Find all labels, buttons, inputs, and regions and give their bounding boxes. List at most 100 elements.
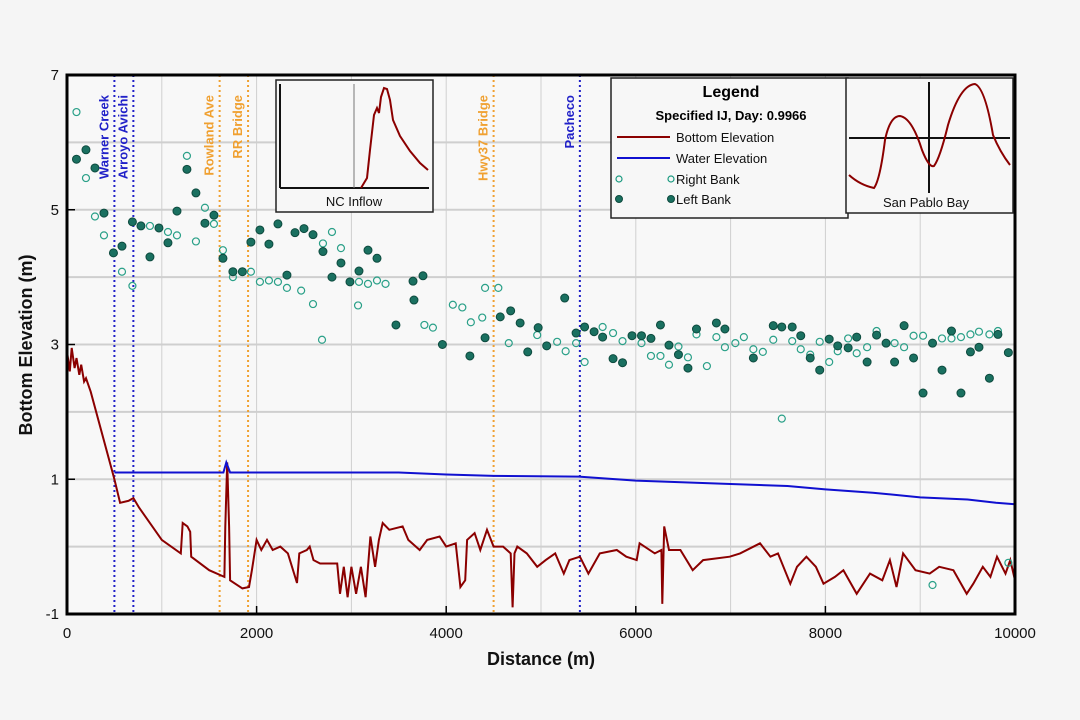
right-bank-point [777, 414, 786, 423]
left-bank-point [182, 164, 192, 174]
left-bank-point [720, 324, 730, 334]
right-bank-point [769, 335, 778, 344]
left-bank-point [108, 248, 118, 258]
right-bank-point [974, 327, 984, 336]
left-bank-point [691, 324, 701, 334]
left-bank-point [290, 228, 300, 238]
legend-subtitle: Specified IJ, Day: 0.9966 [655, 108, 806, 123]
right-bank-point [478, 313, 487, 322]
right-bank-point [327, 227, 337, 237]
left-bank-point [965, 347, 975, 357]
right-bank-point [200, 203, 210, 212]
right-bank-point [448, 300, 457, 309]
left-bank-point [154, 223, 164, 233]
left-bank-point [191, 188, 201, 198]
left-bank-point [533, 323, 543, 333]
x-tick-label: 10000 [994, 625, 1036, 642]
y-tick-label: 7 [51, 67, 59, 84]
right-bank-point [608, 328, 618, 338]
left-bank-point [598, 332, 608, 342]
right-bank-point [749, 345, 758, 354]
right-bank-point [191, 237, 201, 246]
right-bank-point [117, 267, 127, 276]
axis-ticks: 0 2000 4000 6000 8000 10000 -1 1 3 5 7 [46, 67, 1036, 642]
left-bank-point [345, 277, 355, 287]
left-bank-point [787, 322, 797, 332]
right-bank-point [363, 279, 373, 288]
x-axis-label: Distance (m) [487, 649, 595, 669]
right-bank-point [656, 351, 665, 361]
right-bank-point [909, 331, 918, 340]
left-bank-point [506, 306, 516, 316]
left-bank-point [872, 330, 882, 340]
left-bank-point [465, 351, 475, 361]
left-bank-point [984, 373, 994, 383]
left-bank-point [354, 266, 364, 276]
right-bank-point [264, 276, 274, 285]
y-axis-label: Bottom Elevation (m) [16, 254, 36, 435]
water-elevation-line [114, 459, 1016, 506]
right-bank-point [466, 318, 475, 327]
left-bank-point [993, 329, 1003, 339]
left-bank-point [542, 341, 552, 351]
left-bank-point [255, 225, 265, 235]
left-bank-point [282, 270, 292, 280]
right-bank-point [354, 277, 364, 286]
right-bank-point [956, 332, 966, 342]
legend: Legend Specified IJ, Day: 0.9966 Bottom … [610, 77, 849, 219]
left-bank-point [246, 237, 256, 247]
right-bank-point [758, 347, 767, 357]
left-bank-point [81, 145, 91, 155]
legend-left-bank-swatch [615, 195, 623, 203]
right-bank-point [209, 219, 219, 228]
left-bank-point [127, 217, 137, 227]
left-bank-point [1003, 348, 1013, 358]
right-bank-point [674, 342, 683, 351]
left-bank-point [974, 342, 984, 352]
left-bank-point [200, 218, 210, 228]
left-bank-point [409, 295, 419, 305]
right-bank-point [618, 337, 627, 346]
left-bank-point [928, 338, 938, 348]
right-bank-point [90, 212, 100, 221]
left-bank-point [937, 365, 947, 375]
right-bank-point [739, 332, 748, 342]
right-bank-point [182, 151, 192, 160]
nc-inflow-curve [360, 86, 429, 189]
right-bank-point [318, 239, 328, 248]
right-bank-point [928, 580, 937, 590]
left-bank-point [145, 252, 155, 262]
right-bank-point [788, 337, 797, 346]
right-bank-point [308, 299, 318, 309]
y-tick-label: 5 [51, 202, 59, 219]
left-bank-point [824, 334, 834, 344]
nc-inflow-label: NC Inflow [326, 194, 383, 209]
right-bank-point [815, 337, 824, 346]
left-bank-point [117, 241, 127, 251]
left-bank-point [99, 208, 109, 218]
right-bank-point [72, 107, 81, 117]
left-bank-point [890, 357, 900, 367]
left-bank-point [852, 332, 862, 342]
legend-water-label: Water Elevation [676, 151, 767, 166]
marker-label: Warner Creek [96, 94, 111, 179]
left-bank-point [777, 322, 787, 332]
left-bank-point [523, 347, 533, 357]
right-bank-point [937, 334, 947, 343]
right-bank-point [218, 246, 228, 255]
left-bank-point [881, 338, 891, 348]
right-bank-point [297, 286, 306, 295]
left-bank-point [560, 293, 570, 303]
right-bank-point [282, 283, 292, 293]
left-bank-point [843, 343, 853, 353]
y-tick-label: 3 [51, 337, 59, 354]
left-bank-point [862, 357, 872, 367]
san-pablo-bay-label: San Pablo Bay [883, 195, 970, 210]
right-bank-point [246, 267, 256, 276]
left-bank-point [608, 354, 618, 364]
left-bank-point [163, 238, 173, 248]
left-bank-point [627, 331, 637, 341]
left-bank-point [418, 271, 428, 281]
